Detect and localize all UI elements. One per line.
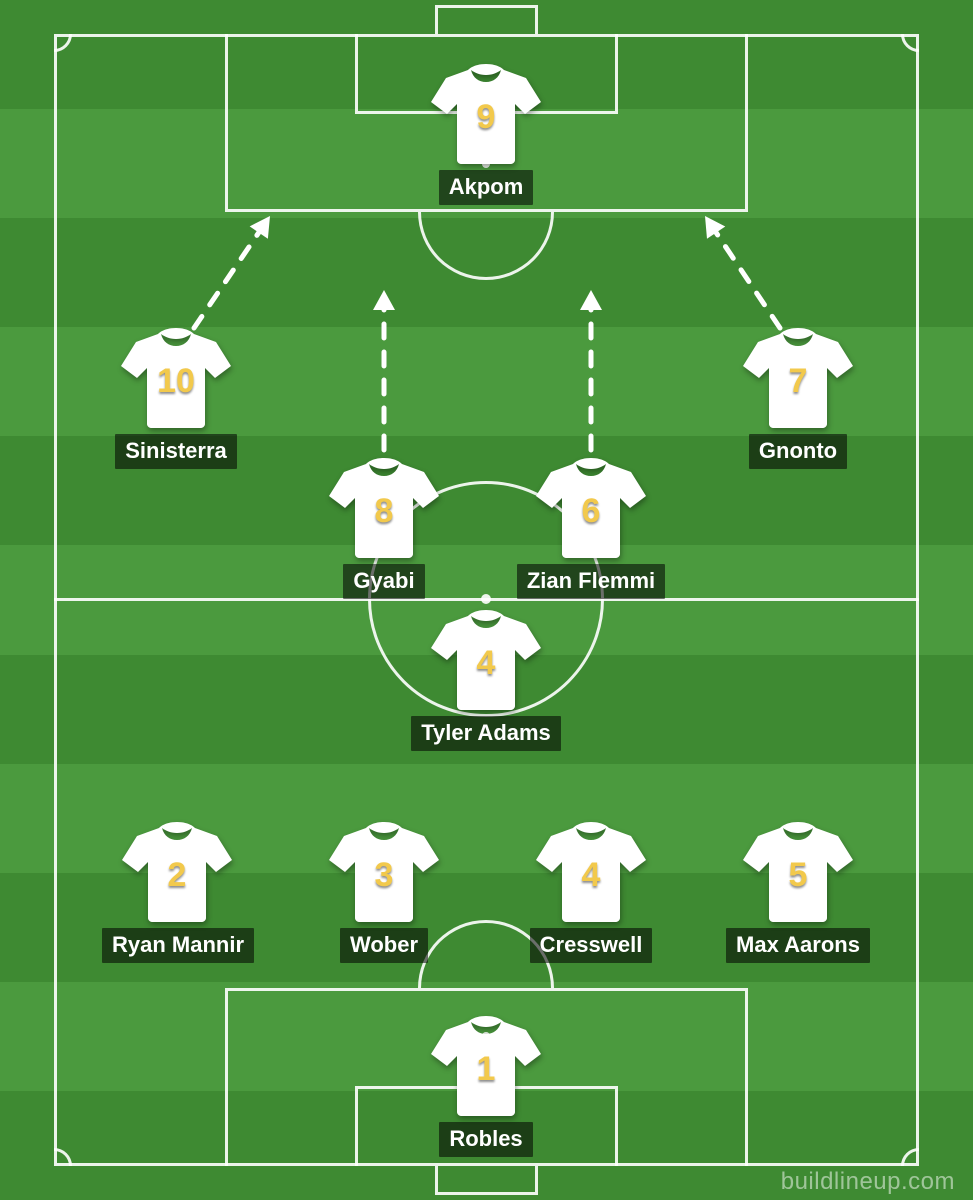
watermark: buildlineup.com	[781, 1168, 955, 1196]
jersey-icon: 9	[431, 64, 541, 164]
player-name: Robles	[439, 1122, 532, 1157]
player-number: 4	[431, 644, 541, 683]
player-cdm[interactable]: 4 Tyler Adams	[411, 610, 561, 756]
player-lb[interactable]: 2 Ryan Mannir	[102, 822, 252, 968]
player-name: Wober	[340, 928, 428, 963]
jersey-icon: 4	[431, 610, 541, 710]
player-name: Cresswell	[530, 928, 653, 963]
player-rb[interactable]: 5 Max Aarons	[723, 822, 873, 968]
player-number: 10	[121, 362, 231, 401]
player-name: Akpom	[439, 170, 534, 205]
player-number: 6	[536, 492, 646, 531]
player-name: Gnonto	[749, 434, 847, 469]
player-name: Zian Flemmi	[517, 564, 665, 599]
player-lcb[interactable]: 3 Wober	[309, 822, 459, 968]
player-rcm[interactable]: 6 Zian Flemmi	[516, 458, 666, 604]
player-rcb[interactable]: 4 Cresswell	[516, 822, 666, 968]
player-name: Sinisterra	[115, 434, 237, 469]
center-dot	[481, 594, 491, 604]
player-lw[interactable]: 10 Sinisterra	[101, 328, 251, 474]
player-number: 1	[431, 1050, 541, 1089]
player-gk[interactable]: 1 Robles	[411, 1016, 561, 1162]
player-name: Max Aarons	[726, 928, 870, 963]
top-goal	[435, 5, 538, 34]
player-number: 8	[329, 492, 439, 531]
player-lcm[interactable]: 8 Gyabi	[309, 458, 459, 604]
player-name: Ryan Mannir	[102, 928, 254, 963]
player-st[interactable]: 9 Akpom	[411, 64, 561, 210]
jersey-icon: 8	[329, 458, 439, 558]
player-name: Gyabi	[343, 564, 424, 599]
jersey-icon: 1	[431, 1016, 541, 1116]
jersey-icon: 2	[122, 822, 232, 922]
jersey-icon: 4	[536, 822, 646, 922]
bottom-goal	[435, 1166, 538, 1195]
player-number: 5	[743, 856, 853, 895]
jersey-icon: 7	[743, 328, 853, 428]
player-name: Tyler Adams	[411, 716, 561, 751]
jersey-icon: 6	[536, 458, 646, 558]
player-rw[interactable]: 7 Gnonto	[723, 328, 873, 474]
player-number: 7	[743, 362, 853, 401]
player-number: 2	[122, 856, 232, 895]
pitch-canvas: 1 Robles 2 Ryan Mannir 3 Wober 4 Cresswell 5…	[0, 0, 973, 1200]
player-number: 9	[431, 98, 541, 137]
jersey-icon: 5	[743, 822, 853, 922]
player-number: 4	[536, 856, 646, 895]
jersey-icon: 10	[121, 328, 231, 428]
player-number: 3	[329, 856, 439, 895]
jersey-icon: 3	[329, 822, 439, 922]
